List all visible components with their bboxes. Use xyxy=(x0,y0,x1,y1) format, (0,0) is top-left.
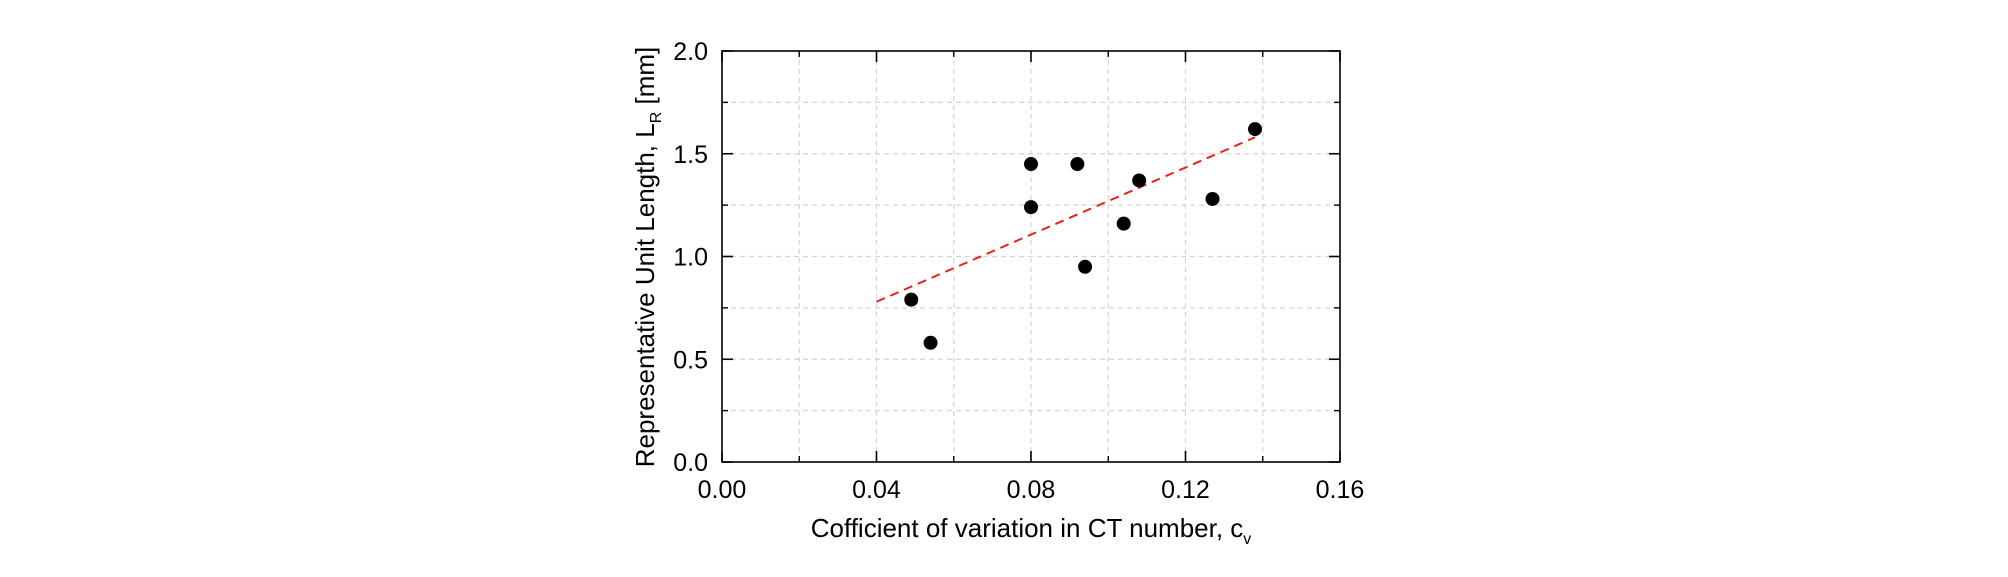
data-points xyxy=(904,122,1263,350)
data-point xyxy=(1132,173,1147,188)
trend-line-group xyxy=(876,136,1256,303)
data-point xyxy=(1024,200,1038,215)
y-tick-label: 1.5 xyxy=(673,141,708,169)
data-point xyxy=(1248,122,1263,137)
x-axis-label-subscript: v xyxy=(1243,531,1251,548)
data-point xyxy=(923,335,938,350)
y-tick-label: 0.5 xyxy=(673,346,708,374)
data-point xyxy=(1024,157,1038,172)
y-tick-label: 1.0 xyxy=(673,244,708,272)
y-axis-label-units: [mm] xyxy=(630,47,660,112)
x-axis-label: Cofficient of variation in CT number, cv xyxy=(811,513,1252,548)
x-tick-label: 0.16 xyxy=(1316,476,1365,504)
y-tick-labels: 0.0 0.5 1.0 1.5 2.0 xyxy=(673,38,708,477)
data-point xyxy=(1070,157,1085,172)
grid xyxy=(722,51,1340,462)
x-tick-label: 0.04 xyxy=(852,476,901,504)
data-point xyxy=(1205,191,1220,206)
y-tick-label: 0.0 xyxy=(673,449,708,477)
x-tick-label: 0.00 xyxy=(698,476,747,504)
axis-ticks xyxy=(721,50,1341,463)
data-point xyxy=(1078,259,1093,274)
x-tick-labels: 0.00 0.04 0.08 0.12 0.16 xyxy=(698,476,1365,504)
x-axis-label-main: Cofficient of variation in CT number, c xyxy=(811,513,1244,543)
y-axis-label: Representative Unit Length, LR [mm] xyxy=(630,47,665,468)
x-tick-label: 0.08 xyxy=(1007,476,1056,504)
y-tick-label: 2.0 xyxy=(673,38,708,66)
data-point xyxy=(904,292,919,307)
y-axis-label-main: Representative Unit Length, L xyxy=(630,123,660,467)
x-tick-label: 0.12 xyxy=(1161,476,1210,504)
data-point xyxy=(1116,216,1131,231)
trend-line xyxy=(876,136,1256,303)
y-axis-label-subscript: R xyxy=(648,112,665,124)
